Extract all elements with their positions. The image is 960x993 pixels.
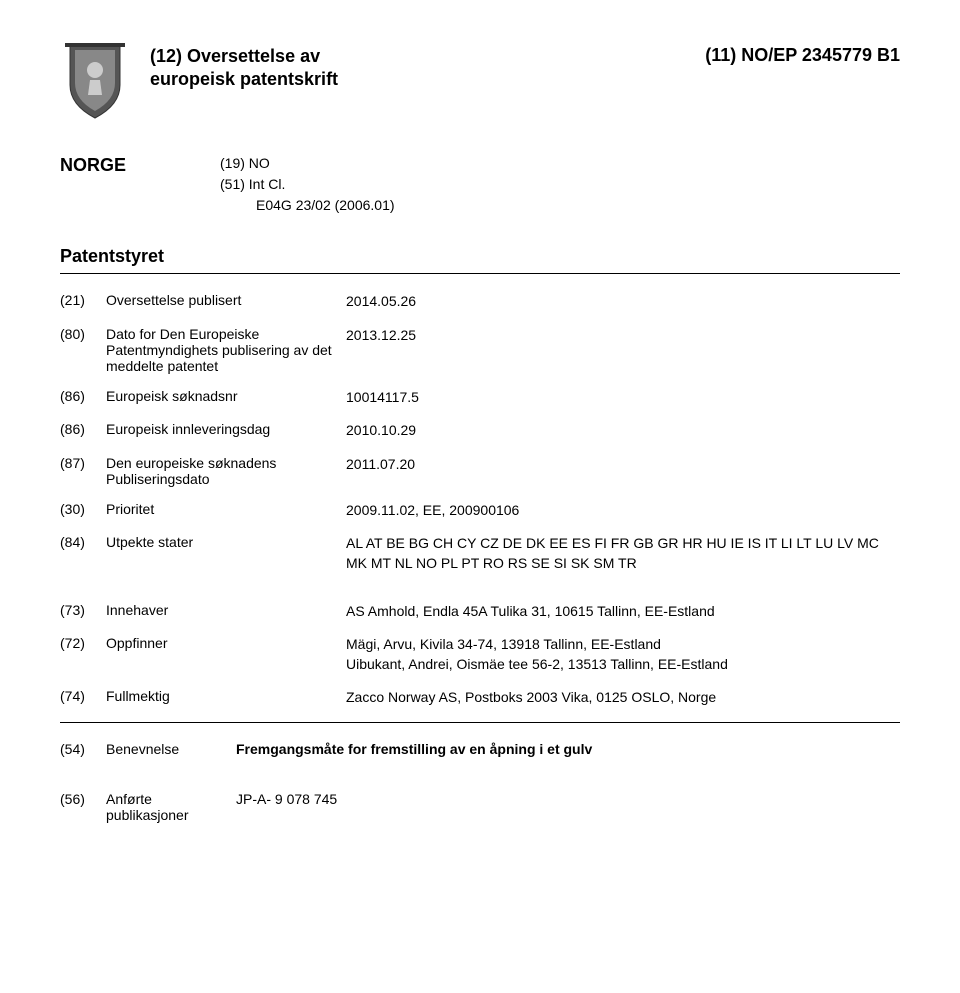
biblio-field-row: (73)InnehaverAS Amhold, Endla 45A Tulika…: [60, 602, 900, 622]
field-label: Dato for Den Europeiske Patentmyndighets…: [106, 326, 346, 374]
biblio-field-row: (21)Oversettelse publisert2014.05.26: [60, 292, 900, 312]
biblio-field-row: (86)Europeisk søknadsnr10014117.5: [60, 388, 900, 408]
divider: [60, 273, 900, 274]
field-value: 2009.11.02, EE, 200900106: [346, 501, 900, 521]
field-label: Anførte publikasjoner: [106, 791, 236, 823]
field-value: AS Amhold, Endla 45A Tulika 31, 10615 Ta…: [346, 602, 900, 622]
field-label: Europeisk søknadsnr: [106, 388, 346, 404]
biblio-field-row: (30)Prioritet2009.11.02, EE, 200900106: [60, 501, 900, 521]
field-label: Utpekte stater: [106, 534, 346, 550]
biblio-field-row: (87)Den europeiske søknadens Publisering…: [60, 455, 900, 487]
field-value: Fremgangsmåte for fremstilling av en åpn…: [236, 741, 900, 757]
inid-code: (86): [60, 421, 106, 437]
publication-number: (11) NO/EP 2345779 B1: [705, 45, 900, 92]
biblio-field-row: (72)OppfinnerMägi, Arvu, Kivila 34-74, 1…: [60, 635, 900, 674]
field-value: Zacco Norway AS, Postboks 2003 Vika, 012…: [346, 688, 900, 708]
biblio-field-row: (86)Europeisk innleveringsdag2010.10.29: [60, 421, 900, 441]
inid-code: (72): [60, 635, 106, 651]
inid-code: (73): [60, 602, 106, 618]
doc-type-heading: (12) Oversettelse av europeisk patentskr…: [150, 45, 338, 92]
national-emblem: [60, 40, 130, 123]
field-label: Europeisk innleveringsdag: [106, 421, 346, 437]
field-label: Fullmektig: [106, 688, 346, 704]
inid-code: (84): [60, 534, 106, 550]
field-label: Oversettelse publisert: [106, 292, 346, 308]
biblio-field-row: (74)FullmektigZacco Norway AS, Postboks …: [60, 688, 900, 708]
divider: [60, 722, 900, 723]
classification-block: (19) NO (51) Int Cl. E04G 23/02 (2006.01…: [220, 153, 395, 216]
inid-code: (80): [60, 326, 106, 342]
field-label: Benevnelse: [106, 741, 236, 757]
inid-code: (21): [60, 292, 106, 308]
country-label: NORGE: [60, 153, 220, 216]
field-value: AL AT BE BG CH CY CZ DE DK EE ES FI FR G…: [346, 534, 900, 573]
inid-code: (86): [60, 388, 106, 404]
int-cl-value: E04G 23/02 (2006.01): [220, 195, 395, 216]
inid-code: (30): [60, 501, 106, 517]
field-value: 2013.12.25: [346, 326, 900, 346]
inid-code: (56): [60, 791, 106, 807]
biblio-field-row: (84)Utpekte staterAL AT BE BG CH CY CZ D…: [60, 534, 900, 573]
field-value: 2010.10.29: [346, 421, 900, 441]
field-value: 10014117.5: [346, 388, 900, 408]
doc-type-line1: (12) Oversettelse av: [150, 46, 320, 66]
footer-field-row: (54)BenevnelseFremgangsmåte for fremstil…: [60, 741, 900, 757]
field-value: 2014.05.26: [346, 292, 900, 312]
int-cl-line: (51) Int Cl.: [220, 174, 395, 195]
field-value: JP-A- 9 078 745: [236, 791, 900, 807]
field-value: Mägi, Arvu, Kivila 34-74, 13918 Tallinn,…: [346, 635, 900, 674]
authority-name: Patentstyret: [60, 246, 900, 267]
field-label: Den europeiske søknadens Publiseringsdat…: [106, 455, 346, 487]
inid-code: (87): [60, 455, 106, 471]
inid-code: (54): [60, 741, 106, 757]
field-label: Oppfinner: [106, 635, 346, 651]
country-code-line: (19) NO: [220, 153, 395, 174]
field-label: Prioritet: [106, 501, 346, 517]
inid-code: (74): [60, 688, 106, 704]
biblio-field-row: (80)Dato for Den Europeiske Patentmyndig…: [60, 326, 900, 374]
footer-field-row: (56)Anførte publikasjonerJP-A- 9 078 745: [60, 791, 900, 823]
field-value: 2011.07.20: [346, 455, 900, 475]
doc-type-line2: europeisk patentskrift: [150, 69, 338, 89]
field-label: Innehaver: [106, 602, 346, 618]
